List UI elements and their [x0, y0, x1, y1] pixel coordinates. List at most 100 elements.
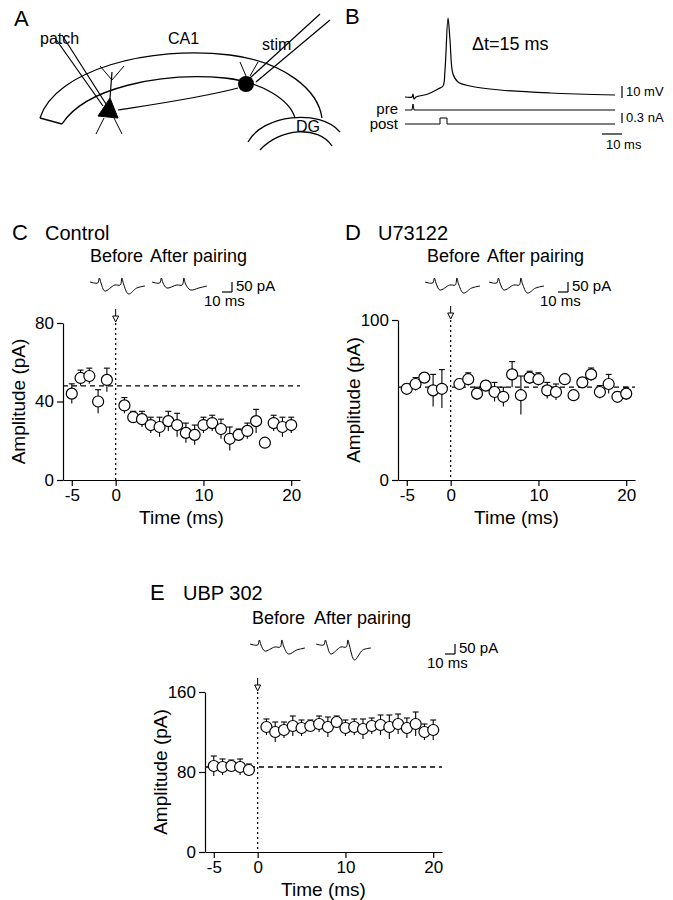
plot-area [398, 320, 635, 480]
data-point [428, 725, 439, 736]
error-bar-cap [200, 417, 206, 418]
data-point [559, 374, 570, 385]
tick-label: 10 [336, 858, 355, 877]
patch-pipette [55, 38, 103, 106]
scale-bar-label: 10 mV [626, 84, 664, 99]
panel-a: ApatchstimCA1DG [14, 6, 340, 150]
error-bar-cap [386, 714, 392, 715]
error-bar-cap [325, 716, 331, 717]
tick: 0 [187, 843, 205, 862]
data-point [251, 416, 262, 427]
panel-letter: D [345, 220, 361, 245]
tick-label: 0 [446, 486, 455, 505]
x-axis-title: Time (ms) [281, 879, 366, 900]
panel-b: BΔt=15 msprepost10 mV0.3 nA10 ms [345, 4, 664, 152]
data-point [259, 437, 270, 448]
axis-line [63, 324, 64, 481]
error-bar-cap [174, 413, 180, 414]
error-bar-cap [86, 368, 92, 369]
tick: 80 [177, 763, 205, 782]
inset-trace [250, 640, 305, 654]
tick-mark [392, 480, 398, 481]
panel-letter: E [150, 580, 165, 605]
error-bar-cap [404, 717, 410, 718]
data-point [577, 377, 588, 388]
data-point [472, 388, 483, 399]
error-bar-cap [492, 382, 498, 383]
error-bar-cap [104, 368, 110, 369]
error-bar-cap [518, 375, 524, 376]
tick: -5 [65, 480, 80, 505]
basal-dendrite [114, 118, 122, 134]
scale-bar [454, 644, 455, 654]
scale-bar [621, 86, 622, 98]
tick-label: -5 [65, 486, 80, 505]
error-bar-cap [237, 758, 243, 759]
error-bar-cap [430, 719, 436, 720]
data-point [603, 379, 614, 390]
tick: 10 [336, 852, 355, 877]
inset-label: Before [427, 246, 480, 266]
tick-mark [199, 772, 205, 773]
pairing-line [115, 323, 116, 480]
tick: 100 [361, 311, 398, 330]
axis-line [205, 693, 206, 853]
tick: 20 [282, 480, 301, 505]
inset-label: Before [90, 246, 143, 266]
error-bar-cap [95, 389, 101, 390]
pairing-arrowhead [448, 313, 454, 319]
annotation: Δt=15 ms [472, 34, 549, 54]
scale-bar [567, 282, 568, 292]
tick-label: 20 [424, 858, 443, 877]
error-bar-cap [430, 374, 436, 375]
tick-label: 160 [168, 683, 196, 702]
pairing-line [450, 320, 451, 480]
region-label: DG [296, 118, 320, 135]
error-bar-cap [78, 370, 84, 371]
panel-title: U73122 [378, 222, 448, 244]
panel-letter: A [14, 6, 29, 31]
pairing-line [257, 692, 258, 852]
x-axis-title: Time (ms) [139, 507, 224, 528]
data-point [463, 374, 474, 385]
y-axis: 0 100 [361, 311, 399, 490]
pairing-arrowhead [255, 685, 261, 691]
tick: -5 [207, 852, 222, 877]
error-bar-cap [421, 723, 427, 724]
panel-1: DU73122BeforeAfter pairing50 pA10 ms-501… [343, 220, 636, 528]
stim-electrode [250, 14, 320, 78]
error-bar-cap [316, 715, 322, 716]
tick-label: 20 [282, 486, 301, 505]
tick: 20 [617, 480, 636, 505]
error-bar-cap [500, 387, 506, 388]
error-bar-cap [218, 419, 224, 420]
error-bar-cap [553, 383, 559, 384]
axis-line [206, 852, 443, 853]
axis-line [64, 480, 301, 481]
data-point [621, 388, 632, 399]
error-bar-cap [183, 423, 189, 424]
tick-mark [392, 320, 398, 321]
x-axis: -501020 [64, 480, 302, 505]
y-axis: 0 80 160 [168, 683, 206, 862]
error-bar-cap [360, 718, 366, 719]
data-point [568, 390, 579, 401]
error-bar-cap [121, 397, 127, 398]
inset-trace [316, 640, 371, 660]
tick: 0 [380, 471, 398, 490]
tick-mark [199, 852, 205, 853]
post-current-trace [405, 118, 615, 124]
data-point [515, 390, 526, 401]
tick: 10 [194, 480, 213, 505]
cell-process [240, 62, 246, 76]
inset-trace [425, 278, 480, 293]
dendrite [100, 66, 112, 80]
inset-label: Before [252, 608, 305, 628]
error-bar-cap [281, 721, 287, 722]
x-axis: -501020 [206, 852, 444, 877]
data-point [419, 372, 430, 383]
figure: ApatchstimCA1DGBΔt=15 msprepost10 mV0.3 … [0, 0, 673, 900]
tick: 80 [35, 314, 63, 333]
error-bar-cap [606, 374, 612, 375]
tick-label: 10 [529, 486, 548, 505]
